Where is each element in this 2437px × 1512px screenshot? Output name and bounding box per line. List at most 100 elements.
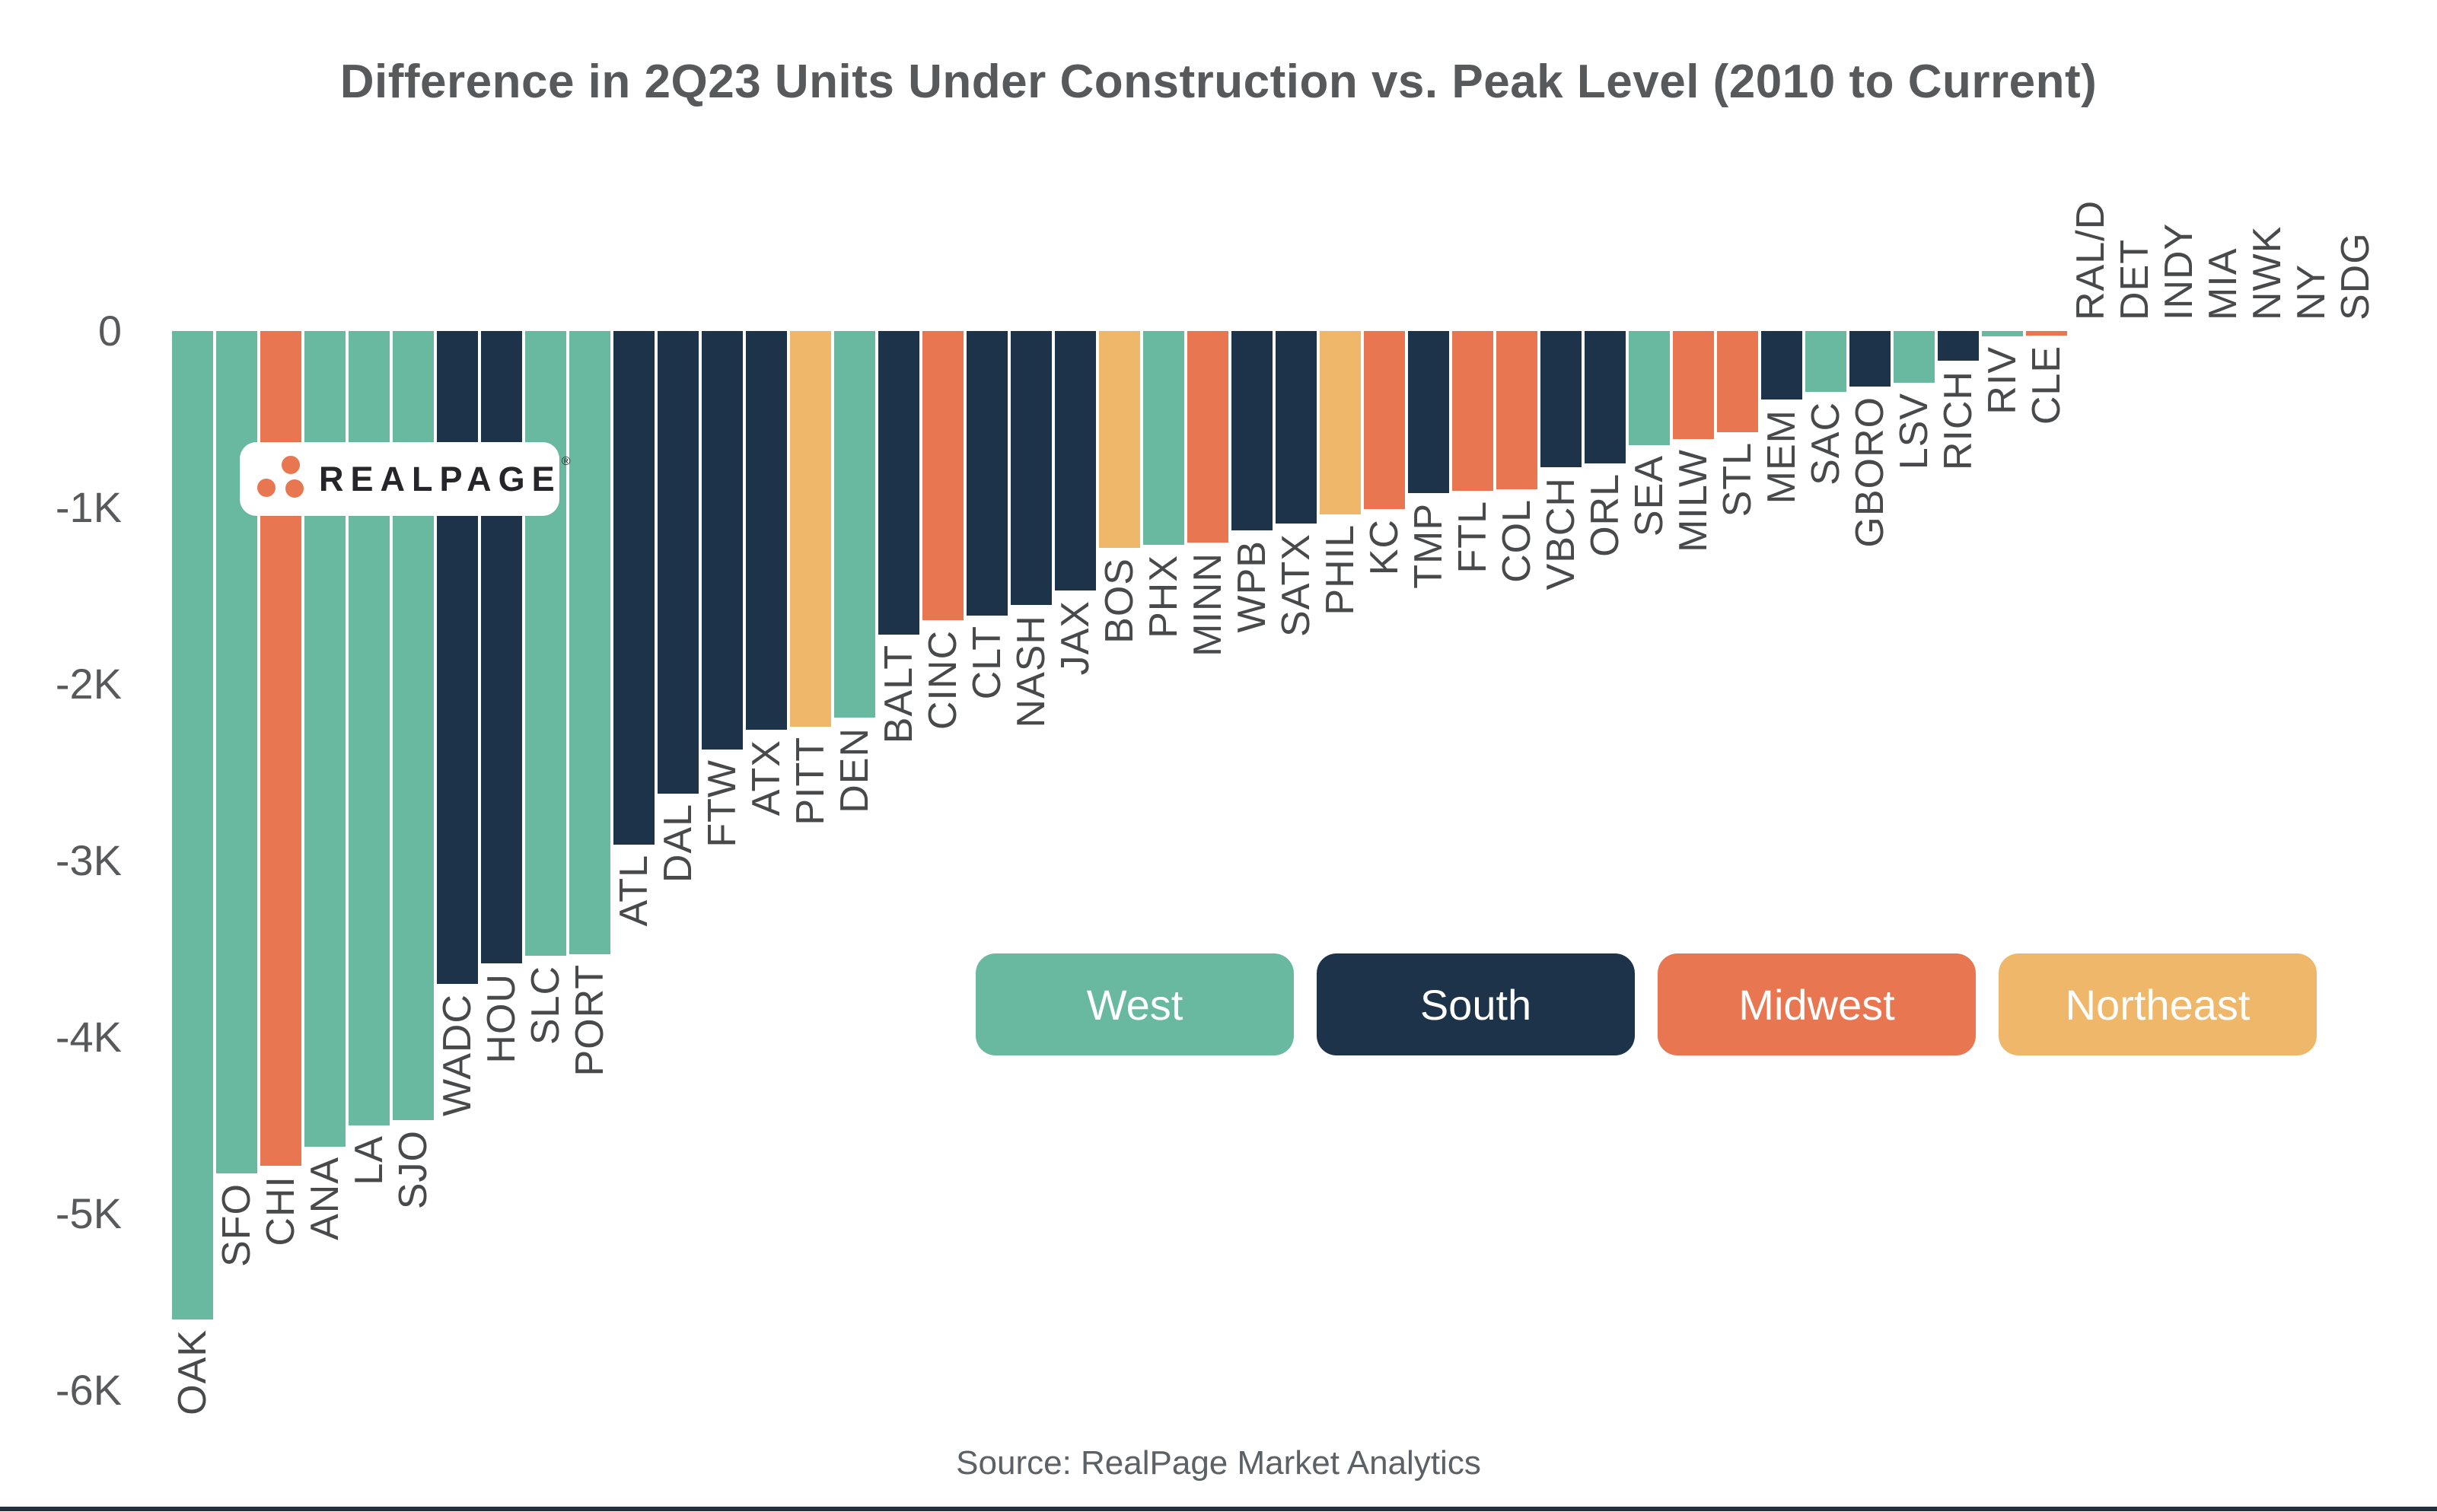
market-label-DAL: DAL xyxy=(656,804,700,883)
market-label-ANA: ANA xyxy=(303,1157,347,1240)
market-label-KC: KC xyxy=(1362,519,1406,576)
market-label-WPB: WPB xyxy=(1230,540,1274,633)
bar-WADC xyxy=(437,331,478,984)
market-label-FTW: FTW xyxy=(700,759,744,848)
bar-NASH xyxy=(1011,331,1052,605)
y-tick-0: 0 xyxy=(97,307,122,355)
registered-mark: ® xyxy=(561,455,571,468)
market-label-PHX: PHX xyxy=(1142,555,1186,638)
bar-OAK xyxy=(172,331,213,1319)
bar-ORL xyxy=(1585,331,1626,463)
market-label-OAK: OAK xyxy=(170,1329,215,1415)
bar-BOS xyxy=(1099,331,1140,548)
bar-PITT xyxy=(790,331,831,727)
market-label-SEA: SEA xyxy=(1627,455,1671,537)
legend-item-south: South xyxy=(1317,953,1635,1055)
bar-LSV xyxy=(1894,331,1935,383)
legend-label: West xyxy=(1086,980,1183,1029)
realpage-dots-icon xyxy=(257,455,304,498)
bar-CLE xyxy=(2026,331,2067,336)
y-tick--1K: -1K xyxy=(55,483,122,531)
bar-KC xyxy=(1364,331,1405,509)
y-tick--5K: -5K xyxy=(55,1189,122,1237)
realpage-logo-text: REALPAGE xyxy=(319,459,562,498)
bar-GBORO xyxy=(1849,331,1891,387)
y-tick--6K: -6K xyxy=(55,1366,122,1414)
bar-WPB xyxy=(1231,331,1273,530)
market-label-MINN: MINN xyxy=(1186,552,1230,657)
legend-label: South xyxy=(1419,980,1532,1029)
bar-JAX xyxy=(1055,331,1096,590)
bar-DAL xyxy=(658,331,699,794)
bar-PHX xyxy=(1143,331,1184,545)
bar-VBCH xyxy=(1540,331,1582,467)
bar-DEN xyxy=(834,331,875,718)
bar-SLC xyxy=(525,331,566,956)
market-label-SATX: SATX xyxy=(1274,533,1318,637)
y-tick--2K: -2K xyxy=(55,660,122,708)
bar-PORT xyxy=(569,331,610,954)
bar-BALT xyxy=(878,331,919,635)
market-label-SJO: SJO xyxy=(391,1130,435,1210)
bar-CLT xyxy=(967,331,1008,616)
market-label-PORT: PORT xyxy=(568,964,612,1077)
bar-TMP xyxy=(1408,331,1449,493)
market-label-LA: LA xyxy=(347,1135,391,1186)
y-tick--4K: -4K xyxy=(55,1013,122,1061)
market-label-TMP: TMP xyxy=(1406,503,1451,589)
bottom-border xyxy=(0,1507,2437,1511)
market-label-CLT: CLT xyxy=(965,625,1009,700)
market-label-BOS: BOS xyxy=(1097,558,1142,644)
market-label-GBORO: GBORO xyxy=(1848,396,1892,548)
market-label-NY: NY xyxy=(2289,263,2333,320)
market-label-DEN: DEN xyxy=(833,727,877,813)
legend-label: Midwest xyxy=(1738,980,1895,1029)
market-label-SLC: SLC xyxy=(524,966,568,1046)
market-label-MIA: MIA xyxy=(2201,247,2245,320)
market-label-MEM: MEM xyxy=(1760,409,1804,505)
market-label-RAL/D: RAL/D xyxy=(2069,199,2113,320)
market-label-COL: COL xyxy=(1495,499,1539,583)
market-label-HOU: HOU xyxy=(479,973,524,1064)
market-label-SAC: SAC xyxy=(1804,402,1848,485)
market-label-PHIL: PHIL xyxy=(1318,524,1362,616)
market-label-RICH: RICH xyxy=(1936,371,1980,471)
bar-RICH xyxy=(1938,331,1979,361)
market-label-CLE: CLE xyxy=(2024,345,2069,425)
bar-MEM xyxy=(1761,331,1802,399)
legend-item-west: West xyxy=(976,953,1294,1055)
bar-RIV xyxy=(1982,331,2023,336)
market-label-RIV: RIV xyxy=(1980,346,2024,415)
market-label-ATL: ATL xyxy=(612,855,656,927)
market-label-SFO: SFO xyxy=(215,1183,259,1267)
market-label-SDG: SDG xyxy=(2333,232,2378,320)
legend-item-northeast: Northeast xyxy=(1999,953,2317,1055)
market-label-NASH: NASH xyxy=(1009,615,1053,728)
legend-item-midwest: Midwest xyxy=(1658,953,1976,1055)
bar-CINC xyxy=(922,331,964,620)
bar-FTW xyxy=(702,331,743,750)
market-label-VBCH: VBCH xyxy=(1539,477,1583,590)
source-note: Source: RealPage Market Analytics xyxy=(956,1444,1481,1482)
market-label-BALT: BALT xyxy=(877,645,921,744)
bar-SAC xyxy=(1805,331,1846,392)
bar-ATL xyxy=(613,331,655,845)
market-label-ORL: ORL xyxy=(1583,473,1627,557)
market-label-FTL: FTL xyxy=(1451,501,1495,574)
market-label-WADC: WADC xyxy=(435,994,479,1116)
bar-FTL xyxy=(1452,331,1493,491)
market-label-CINC: CINC xyxy=(921,630,965,731)
market-label-INDY: INDY xyxy=(2157,222,2201,320)
realpage-logo: REALPAGE ® xyxy=(240,442,570,516)
market-label-LSV: LSV xyxy=(1892,393,1936,470)
market-label-MILW: MILW xyxy=(1671,449,1715,552)
market-label-ATX: ATX xyxy=(744,740,788,816)
bar-MILW xyxy=(1673,331,1714,439)
market-label-STL: STL xyxy=(1715,442,1760,517)
bar-STL xyxy=(1717,331,1758,432)
bar-ATX xyxy=(746,331,787,730)
y-tick--3K: -3K xyxy=(55,836,122,884)
bar-MINN xyxy=(1187,331,1228,543)
legend-label: Northeast xyxy=(2065,980,2251,1029)
